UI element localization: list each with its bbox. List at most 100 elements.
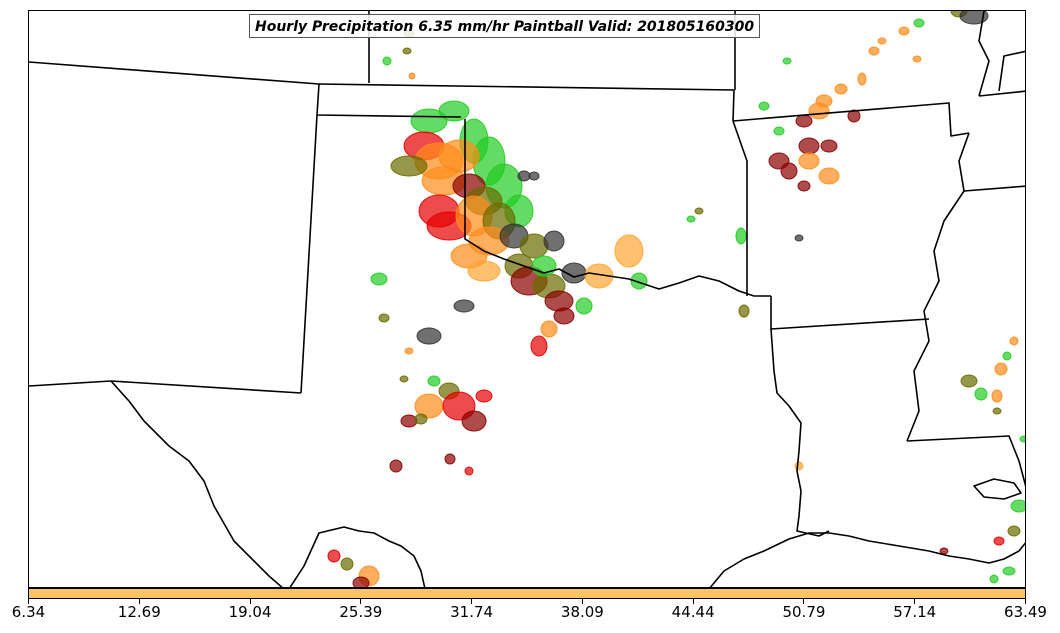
precip-blob (939, 547, 949, 555)
colorbar-tick-label: 31.74 (450, 603, 494, 621)
colorbar-tick-label: 50.79 (782, 603, 826, 621)
precip-blob (352, 576, 370, 587)
precip-blob (453, 299, 475, 313)
precip-blob (694, 207, 704, 215)
precip-blob (400, 414, 418, 428)
precip-blob (1019, 435, 1025, 443)
precip-blob (464, 466, 474, 476)
precip-blob (340, 557, 354, 571)
precip-blob (544, 290, 574, 312)
precip-blob (847, 109, 861, 123)
coast-lake-ponchartrain (973, 478, 1022, 500)
precip-blob (467, 260, 501, 282)
precip-blob (553, 307, 575, 325)
colorbar-tick (914, 599, 916, 604)
colorbar (28, 588, 1026, 599)
precip-blob (834, 83, 848, 95)
precip-blob (1002, 351, 1012, 361)
precip-blob (735, 227, 747, 245)
state-borders (29, 11, 1025, 587)
precip-blob (399, 375, 409, 383)
colorbar-tick (360, 599, 362, 604)
border-tx-gulf-coast (709, 532, 930, 587)
precip-blob (960, 374, 978, 388)
border-il (978, 11, 990, 97)
border-tx-la (770, 328, 830, 537)
colorbar-tick-label: 25.39 (339, 603, 383, 621)
precip-blob (989, 574, 999, 584)
border-nm-tx (29, 380, 302, 394)
precip-blob (782, 57, 792, 65)
border-ar-la (770, 296, 930, 330)
precip-blob (475, 389, 493, 403)
precip-blob (1010, 499, 1025, 513)
precip-blob (370, 272, 388, 286)
colorbar-tick (249, 599, 251, 604)
border-ok-east (732, 89, 748, 296)
map-canvas (29, 11, 1025, 587)
precip-blob (794, 234, 804, 242)
precip-blob (444, 453, 456, 465)
colorbar-tick (1025, 599, 1026, 604)
precip-blob (438, 100, 470, 122)
precip-blob (390, 155, 428, 177)
precip-blob (416, 327, 442, 345)
precip-blob (877, 37, 887, 45)
precip-blob (630, 272, 648, 290)
border-il-ky (978, 90, 1025, 97)
border-ky-tn (963, 185, 1025, 192)
colorbar-tick (803, 599, 805, 604)
border-tx-southwest (110, 380, 283, 587)
precip-blob (992, 407, 1002, 415)
precip-blob (389, 459, 403, 473)
map-panel (28, 10, 1026, 588)
colorbar-tick-label: 19.04 (228, 603, 272, 621)
coast-la-marsh (928, 542, 1025, 564)
border-mo-ar (732, 102, 970, 137)
precip-blob (815, 94, 833, 108)
precip-blob (868, 46, 880, 56)
border-ok-tx-red-river (464, 119, 771, 297)
precip-blob (540, 320, 558, 338)
precip-blob (794, 461, 804, 471)
colorbar-tick-label: 63.49 (1004, 603, 1047, 621)
precip-blob (382, 56, 392, 66)
border-ok-panhandle (300, 114, 318, 394)
precip-blob (614, 234, 644, 268)
border-in (998, 50, 1025, 92)
border-co-ne (29, 61, 320, 85)
precip-blob (528, 171, 540, 181)
precip-blob (758, 101, 770, 111)
precip-blob (959, 11, 989, 25)
precip-blob (327, 549, 341, 563)
precip-blob (857, 72, 867, 86)
precip-blob (974, 387, 988, 401)
precip-blob (378, 313, 390, 323)
precip-blob (414, 413, 428, 425)
colorbar-tick-label: 6.34 (11, 603, 46, 621)
precip-blob (797, 180, 811, 192)
colorbar-tick-label: 12.69 (117, 603, 161, 621)
precip-blob (818, 167, 840, 185)
colorbar-tick (692, 599, 694, 604)
precip-blob (773, 126, 785, 136)
precip-blob (1002, 566, 1016, 576)
colorbar-tick (138, 599, 140, 604)
precip-blob (798, 152, 820, 170)
precip-blob (912, 55, 922, 63)
precip-blob (408, 72, 416, 80)
precip-blob (517, 170, 531, 182)
precip-blob (780, 162, 798, 180)
precip-blob (913, 18, 925, 28)
colorbar-tick-label: 38.09 (560, 603, 604, 621)
colorbar-tick (28, 599, 29, 604)
precip-blob (994, 362, 1008, 376)
precip-blob (575, 297, 593, 315)
precip-blob (404, 347, 414, 355)
colorbar-tick-label: 57.14 (893, 603, 937, 621)
precip-blob (898, 26, 910, 36)
precip-blob (461, 410, 487, 432)
precip-blob (738, 304, 750, 318)
border-ne-ks (318, 83, 735, 91)
precip-blob (1009, 336, 1019, 346)
